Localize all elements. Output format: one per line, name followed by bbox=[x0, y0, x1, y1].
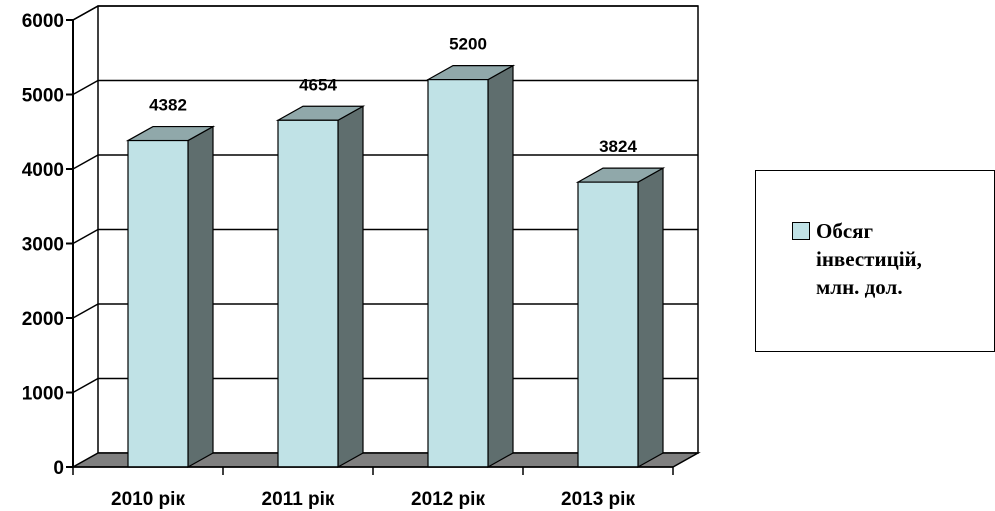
category-label: 2012 рік bbox=[411, 489, 485, 510]
y-tick-label: 1000 bbox=[22, 384, 64, 405]
y-tick-label: 4000 bbox=[22, 160, 64, 181]
category-label: 2013 рік bbox=[561, 489, 635, 510]
y-axis-top-edge bbox=[72, 5, 99, 21]
y-tick-label: 6000 bbox=[22, 11, 64, 32]
data-label: 5200 bbox=[449, 35, 487, 54]
bar-side bbox=[337, 105, 364, 469]
gridline-depth bbox=[72, 154, 99, 170]
legend: Обсяг інвестицій, млн. дол. bbox=[755, 170, 995, 352]
bar-front bbox=[127, 139, 189, 468]
y-tick-label: 2000 bbox=[22, 309, 64, 330]
legend-swatch bbox=[792, 222, 810, 240]
bar-side bbox=[487, 64, 514, 469]
bar bbox=[425, 64, 516, 469]
gridline-depth bbox=[72, 377, 99, 394]
bar-front bbox=[427, 78, 489, 468]
y-tick-label: 3000 bbox=[22, 235, 64, 256]
y-tick-label: 5000 bbox=[22, 86, 64, 107]
data-label: 3824 bbox=[599, 137, 637, 156]
bars bbox=[125, 64, 666, 469]
bar-side bbox=[637, 167, 664, 469]
category-label: 2011 рік bbox=[262, 489, 335, 510]
bar-front bbox=[277, 119, 339, 468]
gridline-depth bbox=[72, 79, 99, 96]
bar-side bbox=[187, 125, 214, 469]
gridline-depth bbox=[72, 303, 99, 319]
bar bbox=[125, 125, 216, 469]
gridline-depth bbox=[72, 228, 99, 245]
data-label: 4654 bbox=[299, 75, 337, 94]
labels: 4382 2010 рік 4654 2011 рік 5200 2012 рік 3824… bbox=[22, 11, 638, 510]
value-axis bbox=[66, 5, 674, 475]
bar bbox=[275, 105, 366, 469]
bar-front bbox=[577, 181, 639, 468]
y-tick-label: 0 bbox=[53, 458, 64, 479]
category-label: 2010 рік bbox=[111, 489, 185, 510]
legend-label: Обсяг інвестицій, млн. дол. bbox=[816, 219, 922, 299]
bar bbox=[575, 167, 666, 469]
data-label: 4382 bbox=[149, 96, 187, 115]
